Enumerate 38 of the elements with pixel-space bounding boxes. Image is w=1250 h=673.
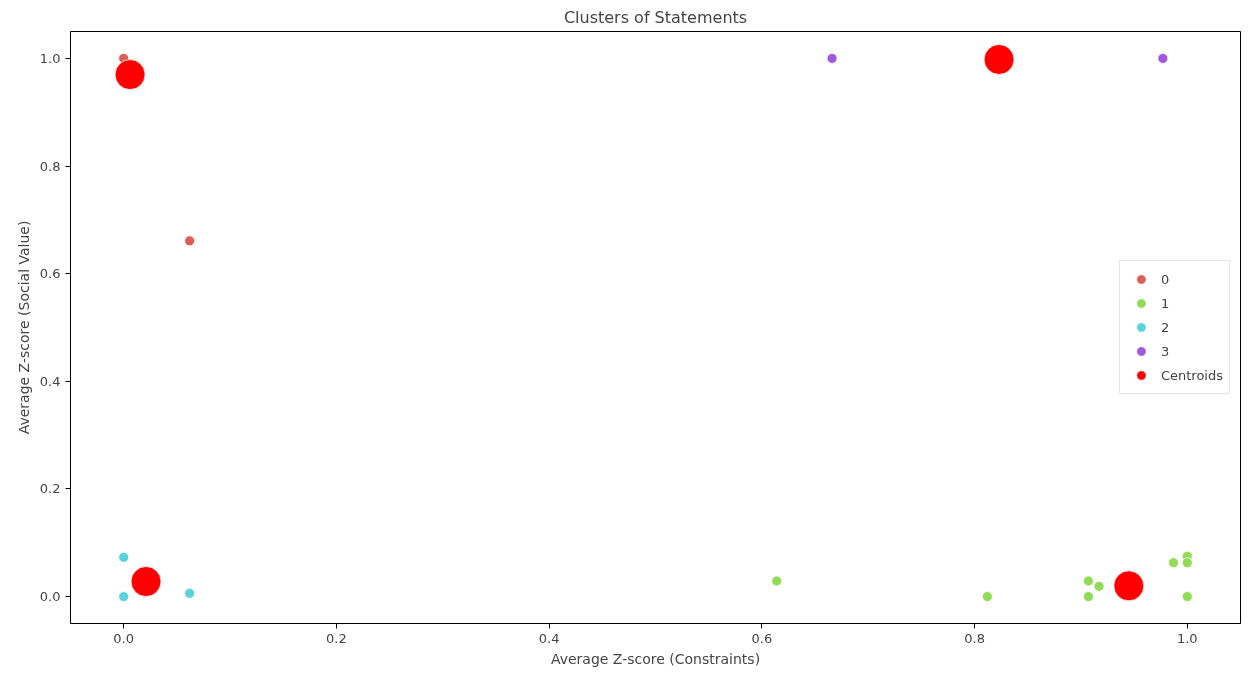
point	[1083, 591, 1094, 602]
y-tick-label: 0.8	[39, 158, 61, 174]
point	[118, 591, 130, 602]
point	[114, 59, 146, 90]
y-tick-label: 0.6	[39, 266, 61, 282]
point	[983, 44, 1015, 75]
point	[1093, 580, 1105, 592]
legend-label: 2	[1160, 319, 1171, 335]
legend-label: 0	[1160, 271, 1171, 287]
x-tick-label: 0.2	[326, 630, 347, 646]
y-axis-title: Average Z-score (Social Value)	[15, 220, 32, 435]
y-tick-label: 1.0	[39, 50, 61, 66]
point	[1168, 557, 1179, 569]
point	[1113, 570, 1145, 602]
point	[771, 575, 783, 587]
x-tick-label: 1.0	[1176, 630, 1198, 646]
point	[130, 566, 162, 597]
y-tick-label: 0.4	[39, 373, 61, 389]
point	[1157, 53, 1169, 64]
x-tick-label: 0.0	[113, 630, 135, 646]
point	[1181, 591, 1193, 602]
point	[184, 587, 196, 599]
y-tick-label: 0.2	[39, 481, 61, 497]
y-tick-label: 0.0	[39, 589, 61, 605]
legend-label: Centroids	[1160, 367, 1223, 383]
point	[981, 591, 993, 602]
x-axis-title: Average Z-score (Constraints)	[550, 650, 761, 667]
x-tick-label: 0.8	[964, 630, 985, 646]
point	[1083, 575, 1094, 587]
x-tick-label: 0.4	[538, 630, 560, 646]
point	[184, 235, 196, 247]
legend-label: 3	[1160, 343, 1171, 359]
point	[1181, 557, 1193, 569]
x-tick-label: 0.6	[751, 630, 773, 646]
chart-title: Clusters of Statements	[563, 7, 748, 27]
legend-label: 1	[1160, 295, 1171, 311]
point	[118, 551, 130, 563]
point	[826, 53, 838, 64]
